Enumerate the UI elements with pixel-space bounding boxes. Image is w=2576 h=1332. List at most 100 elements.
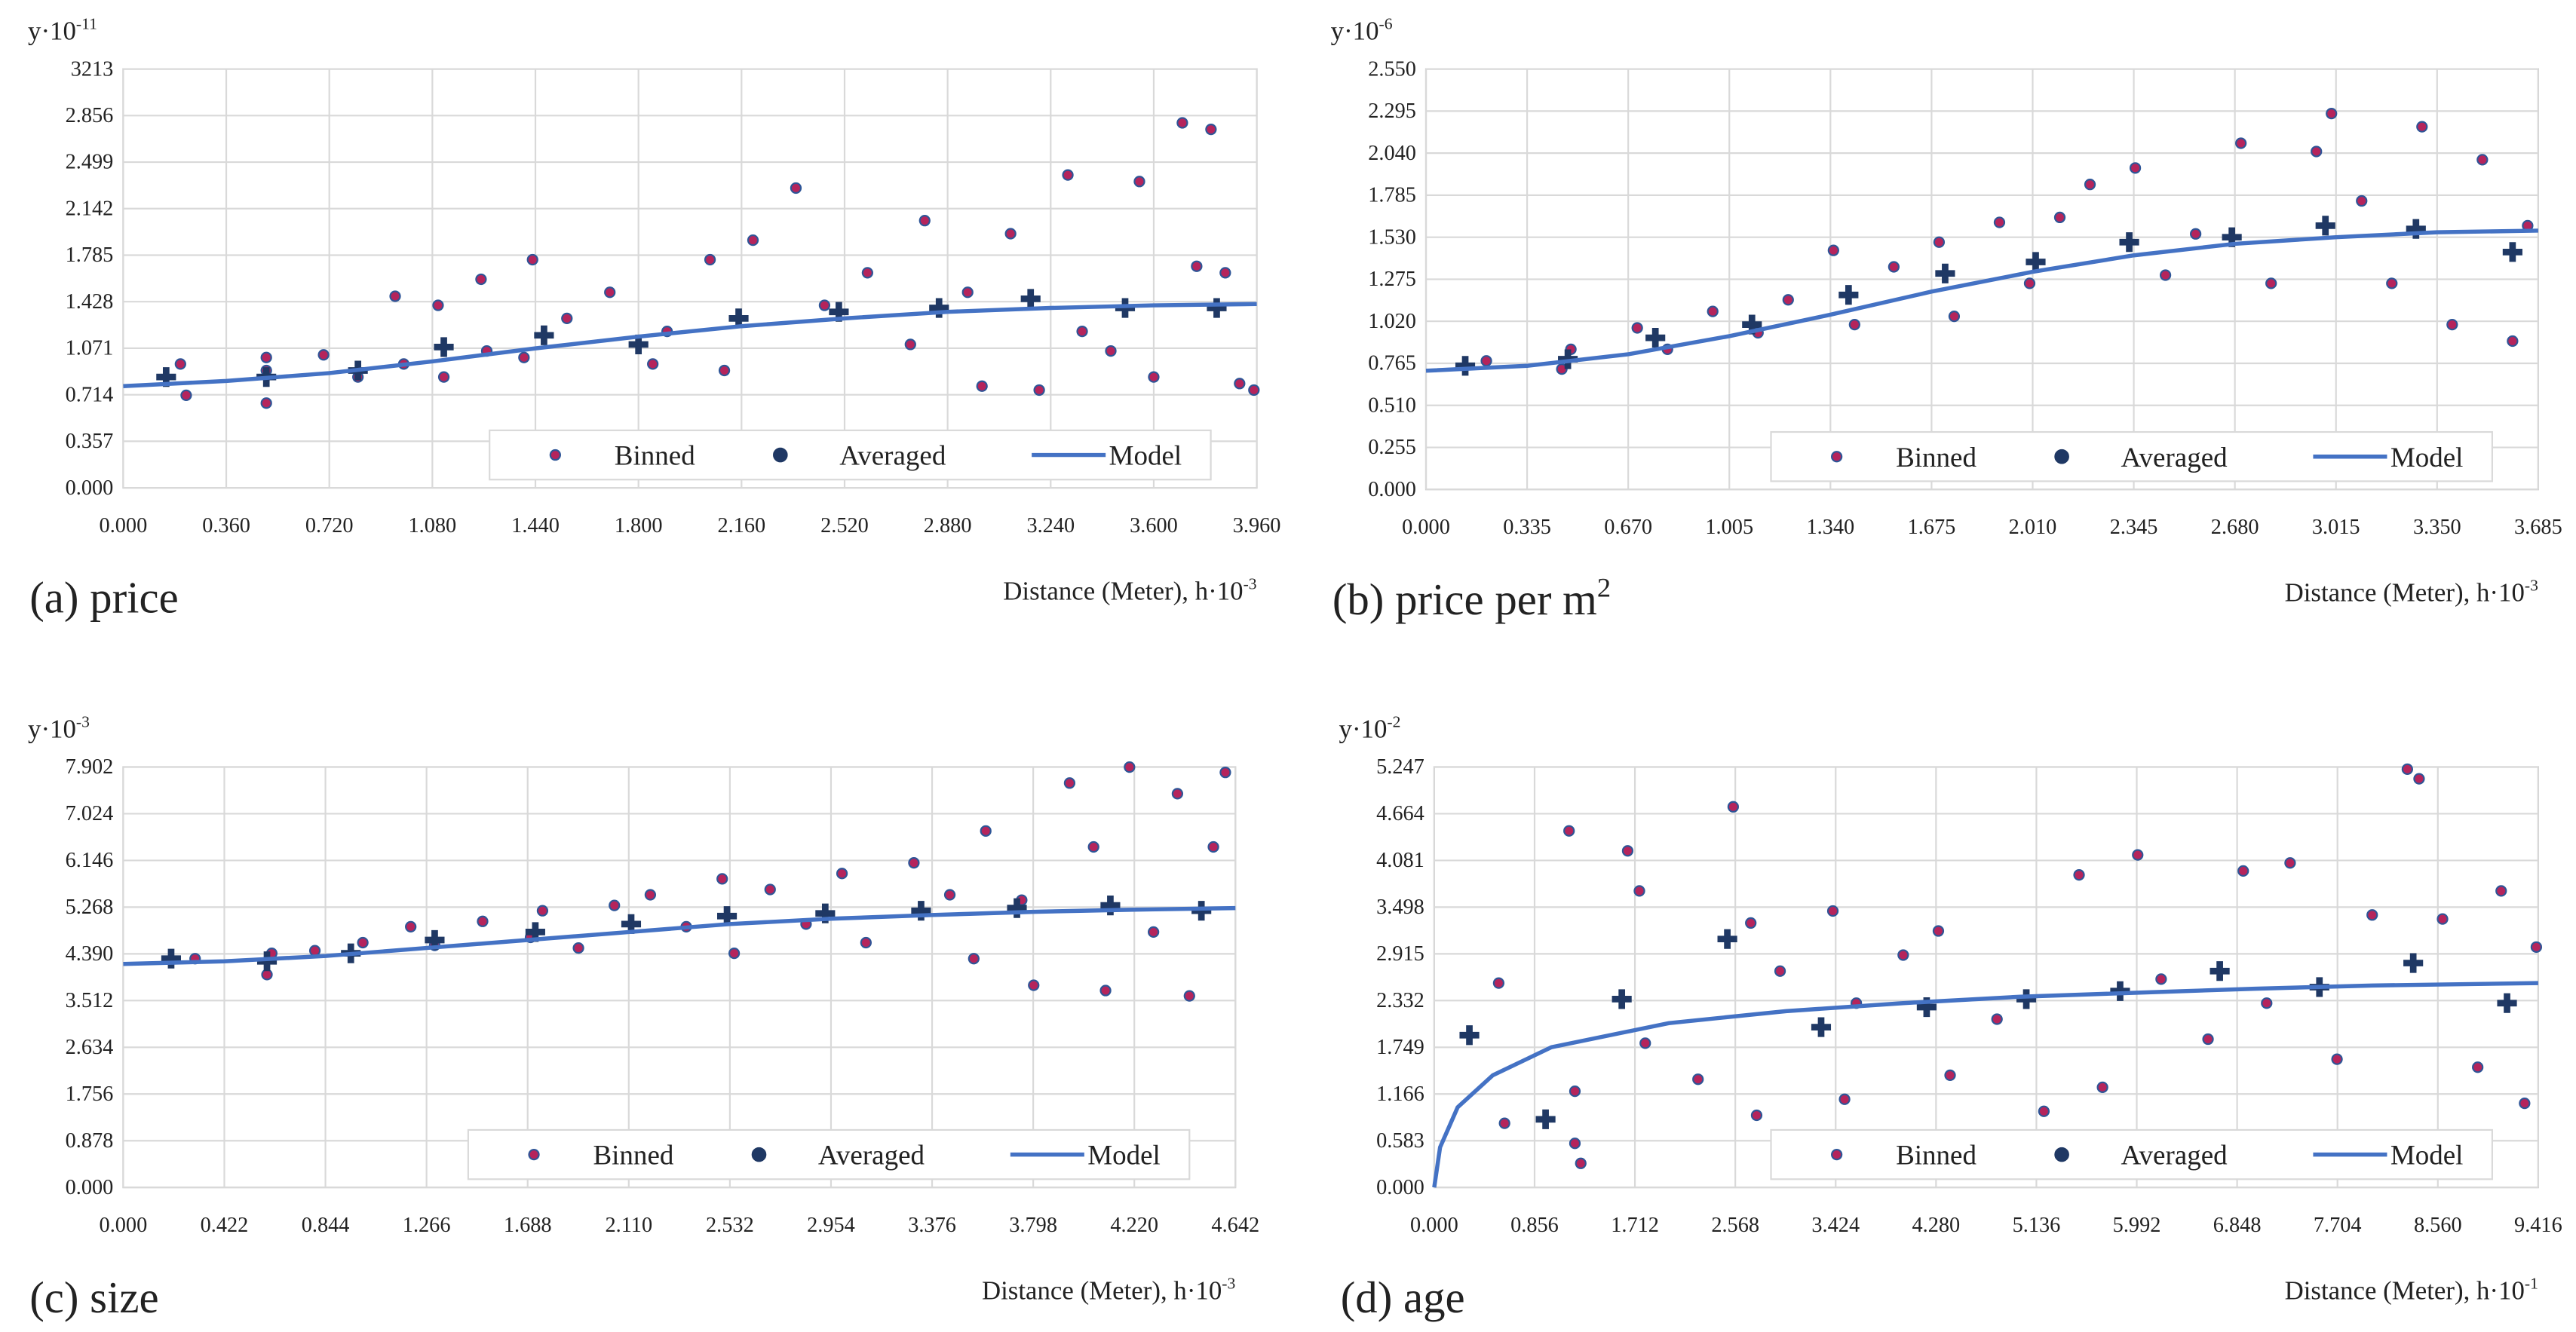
binned-point: [1633, 885, 1645, 897]
x-tick-label: 3.798: [1009, 1214, 1057, 1237]
x-axis-label-base: Distance (Meter), h·10: [2285, 1275, 2525, 1305]
binned-point: [1062, 169, 1074, 181]
x-tick-label: 2.954: [807, 1214, 855, 1237]
binned-point: [1105, 344, 1117, 357]
binned-point: [1944, 1069, 1956, 1082]
binned-point: [904, 338, 916, 351]
y-tick-label: 2.295: [1368, 100, 1416, 123]
y-tick-label: 2.040: [1368, 142, 1416, 165]
y-tick-label: 1.785: [66, 243, 114, 267]
binned-point: [1707, 305, 1719, 317]
y-tick-label: 2.634: [66, 1036, 114, 1059]
panel-caption: (b) price per m2: [1332, 572, 1611, 624]
binned-point: [604, 286, 616, 299]
binned-point: [1147, 926, 1160, 939]
binned-point: [1028, 979, 1040, 991]
binned-point: [1033, 384, 1045, 397]
binned-point: [2261, 997, 2273, 1009]
x-tick-label: 3.376: [908, 1214, 956, 1237]
x-tick-label: 1.800: [615, 514, 663, 537]
binned-point: [1063, 777, 1076, 789]
binned-point: [718, 364, 731, 377]
averaged-point: [1612, 989, 1632, 1009]
averaged-point: [1935, 263, 1955, 283]
binned-point: [961, 286, 974, 299]
legend: Binned Averaged Model: [489, 429, 1212, 481]
binned-point: [2155, 973, 2167, 985]
legend-marker: [751, 1147, 767, 1162]
legend-label: Binned: [1896, 1141, 1976, 1171]
binned-point: [1933, 236, 1946, 248]
x-tick-label: 1.266: [403, 1214, 451, 1237]
y-tick-label: 0.714: [66, 383, 114, 406]
binned-point: [2311, 145, 2323, 158]
binned-point: [432, 299, 444, 311]
averaged-point: [1645, 328, 1666, 348]
binned-point: [1248, 384, 1260, 397]
binned-point: [1183, 990, 1195, 1002]
plot-area: [122, 68, 1258, 489]
legend-label: Binned: [1896, 442, 1976, 473]
binned-point: [2507, 335, 2519, 348]
binned-point: [818, 299, 831, 311]
x-tick-label: 2.880: [924, 514, 972, 537]
x-tick-label: 1.440: [511, 514, 560, 537]
model-line: [123, 905, 1236, 966]
panel-caption-base: (c) size: [29, 1273, 158, 1322]
y-tick-label: 2.915: [1376, 942, 1424, 966]
averaged-point: [1020, 289, 1041, 309]
binned-point: [1219, 767, 1231, 779]
averaged-point: [2016, 989, 2037, 1009]
x-tick-label: 0.335: [1503, 516, 1551, 539]
binned-point: [1480, 355, 1492, 367]
plot-marks: [123, 117, 1260, 409]
binned-point: [437, 371, 450, 383]
y-tick-label: 0.000: [66, 1176, 114, 1199]
binned-point: [2189, 228, 2202, 240]
x-tick-label: 6.848: [2213, 1214, 2262, 1237]
x-axis-label-exp: -3: [1222, 1274, 1235, 1292]
binned-point: [918, 215, 931, 227]
binned-point: [1569, 1086, 1581, 1098]
binned-point: [1492, 977, 1505, 989]
y-tick-label: 1.275: [1368, 268, 1416, 291]
x-tick-label: 2.532: [706, 1214, 754, 1237]
binned-point: [1932, 925, 1945, 937]
y-tick-label: 1.756: [66, 1082, 114, 1106]
averaged-point: [2403, 953, 2424, 973]
binned-point: [1498, 1117, 1510, 1129]
binned-point: [1782, 294, 1794, 306]
plot-area: [122, 766, 1237, 1189]
legend-label: Averaged: [2121, 442, 2228, 473]
x-axis-label-base: Distance (Meter), h·10: [982, 1275, 1222, 1305]
binned-point: [2495, 885, 2507, 897]
x-tick-label: 5.136: [2013, 1214, 2061, 1237]
binned-point: [477, 915, 489, 927]
binned-point: [536, 905, 549, 917]
binned-point: [1639, 1037, 1651, 1049]
panel-caption: (a) price: [29, 574, 179, 623]
y-axis-label-base: y·10: [28, 714, 76, 743]
binned-point: [980, 825, 992, 837]
binned-point: [1076, 326, 1088, 338]
y-axis-label-base: y·10: [28, 16, 76, 45]
binned-point: [2366, 909, 2378, 921]
y-tick-label: 0.000: [1376, 1176, 1424, 1199]
binned-point: [2356, 194, 2368, 207]
x-tick-label: 0.000: [1402, 516, 1450, 539]
binned-point: [1888, 261, 1900, 273]
y-tick-label: 0.255: [1368, 436, 1416, 459]
x-axis-label-exp: -3: [1244, 574, 1257, 593]
x-tick-label: 1.080: [409, 514, 457, 537]
x-axis-label-base: Distance (Meter), h·10: [1003, 576, 1243, 605]
binned-point: [647, 358, 659, 370]
binned-point: [1176, 117, 1188, 129]
legend-marker: [2054, 449, 2069, 464]
x-axis-label-exp: -1: [2525, 1274, 2538, 1292]
legend-marker: [1831, 451, 1843, 463]
panel-caption: (c) size: [29, 1273, 158, 1322]
binned-point: [260, 397, 272, 409]
x-tick-label: 9.416: [2514, 1214, 2562, 1237]
x-tick-label: 3.350: [2413, 516, 2461, 539]
averaged-point: [1811, 1017, 1832, 1037]
